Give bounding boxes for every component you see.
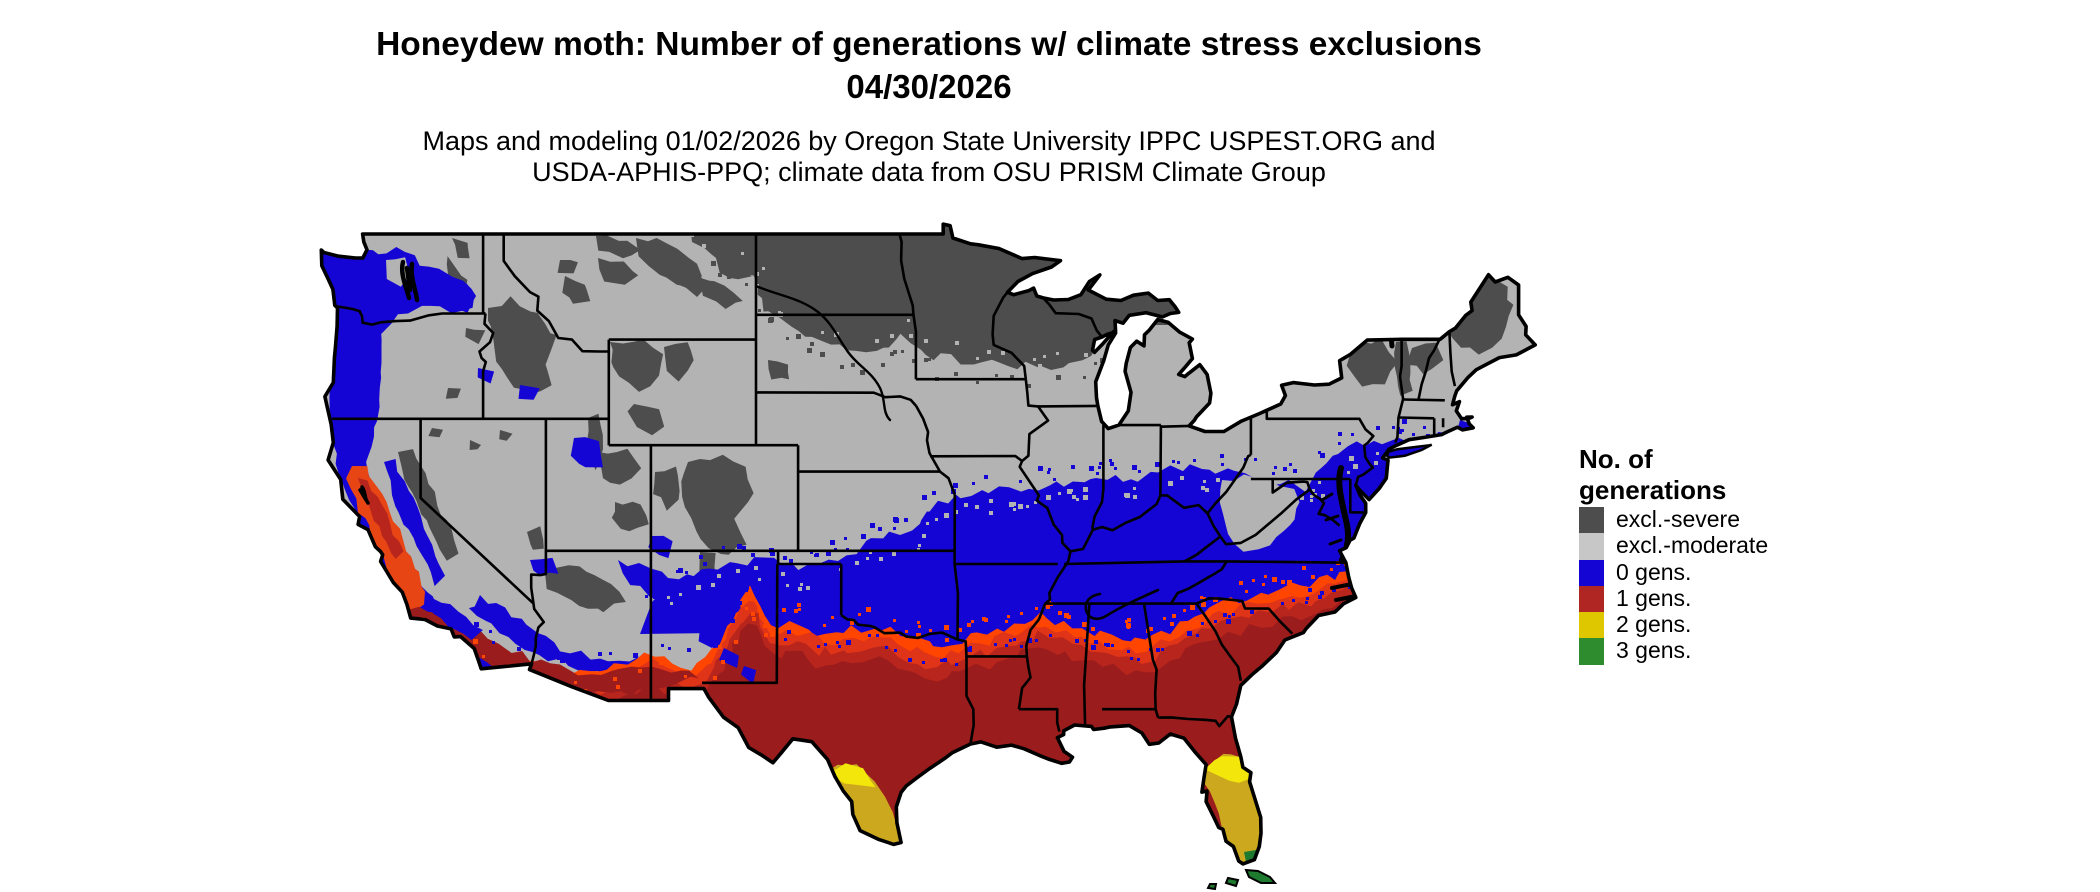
svg-text:04/30/2026: 04/30/2026 [846, 68, 1011, 105]
svg-text:0 gens.: 0 gens. [1616, 559, 1691, 585]
svg-text:No. of: No. of [1579, 444, 1653, 474]
svg-text:1 gens.: 1 gens. [1616, 585, 1691, 611]
svg-text:2 gens.: 2 gens. [1616, 611, 1691, 637]
svg-text:excl.-moderate: excl.-moderate [1616, 532, 1768, 558]
svg-text:Maps and modeling 01/02/2026 b: Maps and modeling 01/02/2026 by Oregon S… [422, 126, 1435, 156]
svg-text:3 gens.: 3 gens. [1616, 637, 1691, 663]
svg-text:generations: generations [1579, 475, 1726, 505]
svg-text:Honeydew moth: Number of gener: Honeydew moth: Number of generations w/ … [376, 26, 1482, 63]
svg-text:excl.-severe: excl.-severe [1616, 506, 1740, 532]
svg-text:USDA-APHIS-PPQ; climate data f: USDA-APHIS-PPQ; climate data from OSU PR… [532, 157, 1326, 187]
